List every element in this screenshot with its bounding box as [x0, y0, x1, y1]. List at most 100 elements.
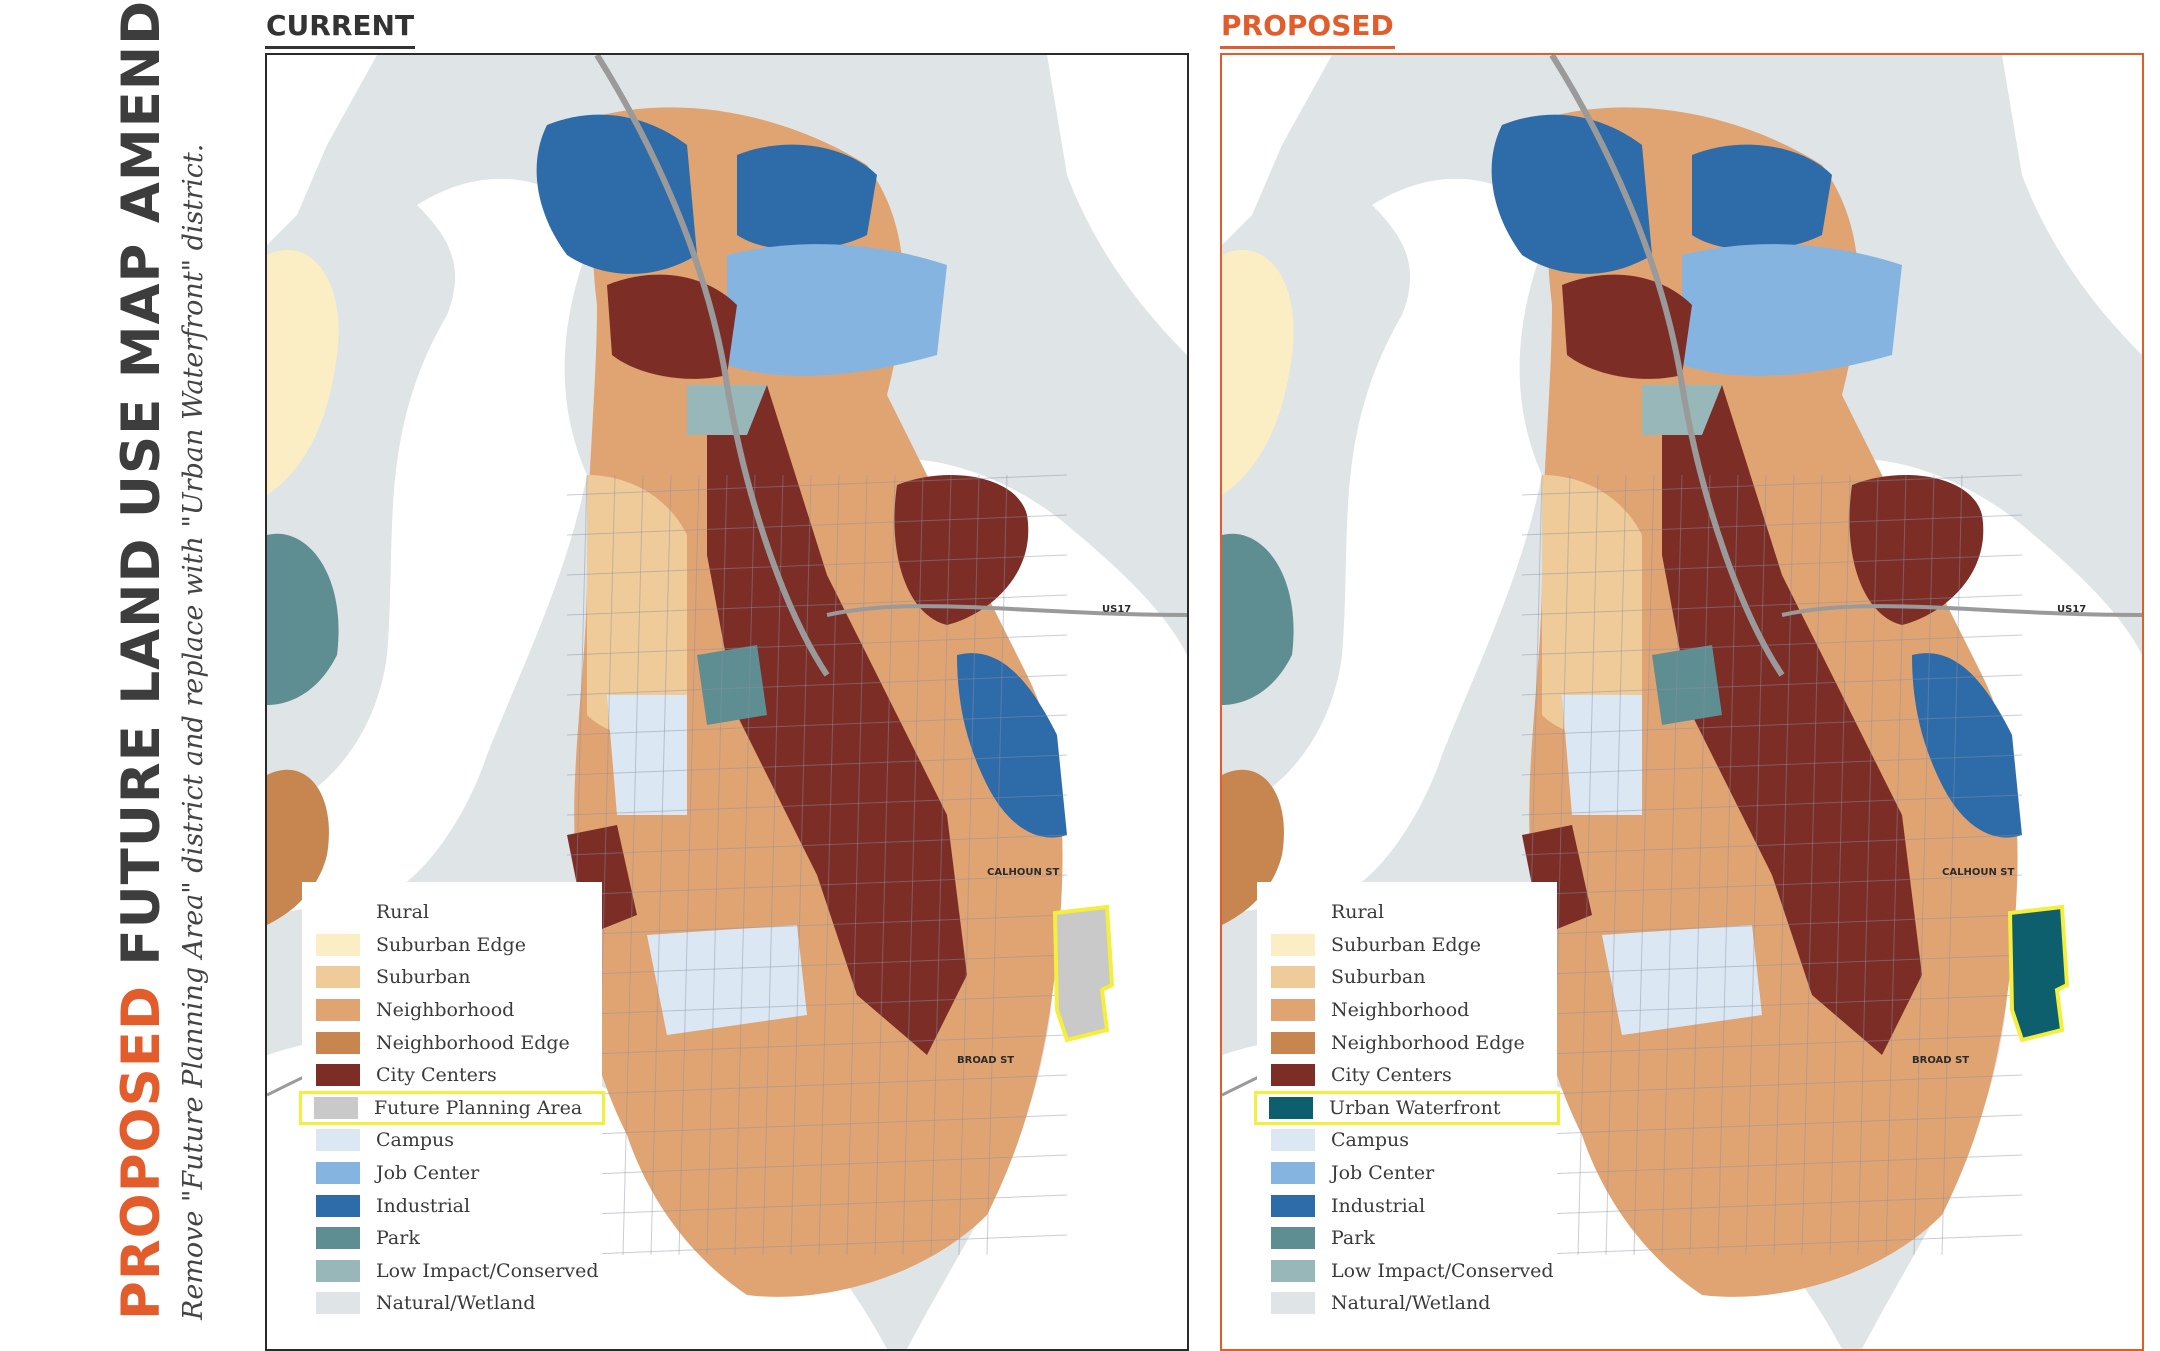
- legend-label: Industrial: [376, 1194, 471, 1217]
- legend-label: Park: [1331, 1227, 1375, 1250]
- legend-swatch: [316, 1227, 360, 1250]
- legend-item: Industrial: [302, 1189, 602, 1222]
- legend-swatch: [1271, 1064, 1315, 1087]
- legend-item: City Centers: [1257, 1059, 1557, 1092]
- city-center-east: [894, 475, 1029, 625]
- legend-swatch: [1271, 966, 1315, 989]
- legend-item: Industrial: [1257, 1189, 1557, 1222]
- proposed-map: US17 CALHOUN ST BROAD ST Rural Suburban Edge…: [1220, 53, 2144, 1351]
- legend-swatch: [316, 999, 360, 1022]
- legend-item: Suburban: [302, 961, 602, 994]
- legend-label: Neighborhood Edge: [1331, 1031, 1525, 1054]
- suburban-area: [587, 475, 687, 739]
- park-area: [1652, 645, 1722, 725]
- legend-label: City Centers: [1331, 1064, 1452, 1087]
- current-panel-label: CURRENT: [265, 6, 416, 49]
- legend-label: Suburban: [376, 966, 471, 989]
- river-north: [1047, 55, 1187, 355]
- proposed-legend: Rural Suburban Edge Suburban Neighborhood Ne…: [1254, 882, 1560, 1335]
- conserved-area: [687, 385, 767, 435]
- road-label-us17: US17: [2057, 604, 2087, 615]
- legend-swatch: [1271, 999, 1315, 1022]
- legend-swatch: [1271, 1031, 1315, 1054]
- job-center-area: [727, 244, 947, 376]
- road-label-calhoun: CALHOUN ST: [1942, 867, 2015, 878]
- neighborhood-edge-area: [267, 769, 329, 925]
- legend-item: Low Impact/Conserved: [302, 1255, 602, 1288]
- legend-label: Job Center: [1331, 1162, 1435, 1185]
- legend-label: Rural: [1331, 901, 1385, 924]
- legend-swatch: [1271, 933, 1315, 956]
- city-center-east: [1849, 475, 1984, 625]
- page-title-rest: FUTURE LAND USE MAP AMENDMENT: [111, 0, 172, 966]
- legend-item: Suburban Edge: [1257, 929, 1557, 962]
- neighborhood-edge-area: [1222, 769, 1284, 925]
- land-use-map: [1222, 55, 2142, 1349]
- legend-swatch: [316, 933, 360, 956]
- ashley-river: [1222, 178, 1552, 916]
- industrial-northeast: [1692, 144, 1832, 250]
- legend-item: Suburban: [1257, 961, 1557, 994]
- urban-waterfront-parcel: [2007, 904, 2070, 1043]
- city-center-north: [607, 274, 737, 379]
- city-center-north: [1562, 274, 1692, 379]
- us17-highway: [1781, 604, 2142, 617]
- current-map: US17 CALHOUN ST BROAD ST Rural Suburban Edge…: [265, 53, 1189, 1351]
- legend-swatch: [1271, 1259, 1315, 1282]
- legend-label: Campus: [1331, 1129, 1410, 1152]
- legend-label: Industrial: [1331, 1194, 1426, 1217]
- proposed-panel-label: PROPOSED: [1220, 6, 1395, 49]
- legend-swatch: [316, 901, 360, 924]
- legend-swatch: [316, 1129, 360, 1152]
- legend-label: Rural: [376, 901, 430, 924]
- cooper-river: [1782, 458, 2142, 1349]
- land-use-map: [267, 55, 1187, 1349]
- suburban-edge-area: [1222, 249, 1294, 495]
- park-area: [697, 645, 767, 725]
- legend-label: City Centers: [376, 1064, 497, 1087]
- legend-item: Job Center: [302, 1157, 602, 1190]
- page-subtitle: Remove "Future Planning Area" district a…: [178, 143, 209, 1320]
- interstate-highway: [594, 55, 830, 677]
- legend-item: Neighborhood Edge: [1257, 1026, 1557, 1059]
- road-label-us17: US17: [1102, 604, 1132, 615]
- legend-swatch: [316, 1162, 360, 1185]
- legend-swatch: [316, 966, 360, 989]
- legend-item: Neighborhood Edge: [302, 1026, 602, 1059]
- interstate-highway: [1549, 55, 1785, 677]
- legend-label: Campus: [376, 1129, 455, 1152]
- campus-west: [1562, 695, 1642, 815]
- legend-item: Urban Waterfront: [1254, 1090, 1560, 1126]
- legend-item: Low Impact/Conserved: [1257, 1255, 1557, 1288]
- legend-item: Job Center: [1257, 1157, 1557, 1190]
- cooper-river: [827, 458, 1187, 1349]
- us17-highway: [826, 604, 1187, 617]
- job-center-area: [1682, 244, 1902, 376]
- industrial-waterfront: [957, 653, 1067, 838]
- legend-item: City Centers: [302, 1059, 602, 1092]
- current-legend: Rural Suburban Edge Suburban Neighborhood Ne…: [299, 882, 605, 1335]
- legend-item: Park: [302, 1222, 602, 1255]
- legend-label: Park: [376, 1227, 420, 1250]
- legend-label: Suburban Edge: [1331, 933, 1481, 956]
- legend-swatch: [1269, 1096, 1313, 1119]
- legend-swatch: [316, 1194, 360, 1217]
- legend-item: Natural/Wetland: [302, 1287, 602, 1320]
- legend-item: Park: [1257, 1222, 1557, 1255]
- suburban-area: [1542, 475, 1642, 739]
- legend-swatch: [1271, 1194, 1315, 1217]
- legend-swatch: [1271, 1292, 1315, 1315]
- legend-item: Campus: [1257, 1124, 1557, 1157]
- legend-item: Campus: [302, 1124, 602, 1157]
- campus-south: [1602, 925, 1762, 1035]
- legend-label: Natural/Wetland: [1331, 1292, 1491, 1315]
- page-title: PROPOSED FUTURE LAND USE MAP AMENDMENT: [110, 0, 174, 1320]
- legend-label: Job Center: [376, 1162, 480, 1185]
- river-north: [2002, 55, 2142, 355]
- legend-swatch: [316, 1292, 360, 1315]
- industrial-northeast: [737, 144, 877, 250]
- conserved-area: [1642, 385, 1722, 435]
- legend-item: Future Planning Area: [299, 1090, 605, 1126]
- industrial-north: [536, 114, 697, 274]
- legend-label: Low Impact/Conserved: [376, 1259, 599, 1282]
